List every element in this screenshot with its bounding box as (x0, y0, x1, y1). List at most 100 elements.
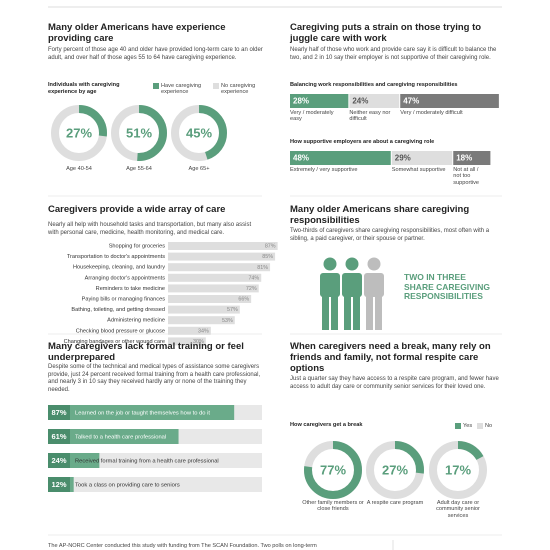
legend-label: No caregiving experience (221, 82, 256, 95)
stacked-segment (400, 94, 499, 108)
bar-value: 72% (246, 286, 257, 292)
bar-label: Administering medicine (107, 318, 165, 324)
bar (168, 295, 252, 303)
bar-label: Transportation to doctor's appointments (67, 254, 165, 260)
bar-value: 53% (222, 318, 233, 324)
bar-value: 34% (198, 328, 209, 334)
segment-label: Extremely / very supportive (290, 167, 358, 173)
bar (168, 305, 240, 314)
bar-value: 66% (238, 297, 249, 303)
bar-value: 24% (51, 456, 66, 465)
segment-label: Neither easy nor difficult (349, 110, 391, 123)
bar-label: Took a class on providing care to senior… (75, 483, 180, 489)
bar-label: Paying bills or managing finances (82, 296, 166, 302)
stacked-segment (349, 94, 400, 108)
stacked-segment (391, 151, 453, 165)
value-box (48, 453, 70, 468)
segment-value: 48% (293, 154, 309, 163)
chart-title: How supportive employers are about a car… (290, 139, 435, 145)
bar (168, 273, 262, 282)
section-text: Two-thirds of caregivers share caregivin… (290, 228, 490, 242)
bar-label: Reminders to take medicine (96, 286, 165, 292)
stacked-segment (290, 151, 391, 165)
legend-label: Have caregiving experience (161, 82, 202, 95)
legend-swatch (455, 423, 461, 429)
section-text: Nearly half of those who work and provid… (290, 47, 497, 61)
donut-label: Age 65+ (188, 166, 210, 172)
section-text: Despite some of the technical and medica… (48, 364, 261, 393)
segment-value: 29% (395, 154, 411, 163)
bar-value: 12% (51, 480, 66, 489)
segment-label: Somewhat supportive (391, 167, 446, 173)
donut-label: Other family members or close friends (302, 500, 364, 513)
person-icon (342, 257, 362, 330)
bar-value: 30% (193, 339, 204, 345)
donut-arc (111, 105, 167, 161)
legend-swatch (213, 83, 219, 89)
bar-track (48, 477, 262, 492)
legend-label: Yes (463, 422, 473, 429)
donut-value: 51% (126, 125, 152, 140)
section-title: When caregivers need a break, many rely … (290, 341, 491, 374)
stacked-segment (453, 151, 491, 165)
donut-arc (51, 105, 107, 161)
value-box (48, 477, 70, 492)
segment-value: 47% (403, 97, 419, 106)
section-title: Many older Americans share caregiving re… (290, 204, 470, 226)
bar-value: 85% (262, 254, 273, 260)
segment-value: 18% (456, 154, 472, 163)
bar-label: Bathing, toileting, and getting dressed (71, 307, 165, 313)
section-title: Caregivers provide a wide array of care (48, 204, 226, 215)
bar (48, 405, 235, 420)
chart-title: Individuals with caregiving experience b… (48, 82, 120, 95)
bar-label: Shopping for groceries (109, 243, 165, 249)
bar (168, 337, 206, 346)
bar-label: Changing bandages or other wound care (64, 339, 165, 345)
segment-label: Not at all / not too supportive (453, 167, 480, 186)
bar-value: 74% (248, 275, 259, 281)
callout: TWO IN THREE SHARE CAREGIVING RESPONSIBI… (404, 272, 490, 301)
bar (168, 242, 278, 250)
bar (168, 326, 211, 335)
section-text: Forty percent of those age 40 and older … (48, 47, 263, 61)
donut-arc (429, 441, 487, 499)
stacked-segment (290, 94, 349, 108)
section-title: Caregiving puts a strain on those trying… (290, 22, 482, 44)
segment-label: Very / moderately difficult (400, 110, 463, 116)
bar-value: 81% (257, 265, 268, 271)
bar (168, 316, 235, 325)
donut-label: A respite care program (366, 500, 424, 506)
section-title: Many older Americans have experience pro… (48, 22, 226, 44)
legend-swatch (477, 423, 483, 429)
person-icon (320, 257, 340, 330)
segment-value: 24% (352, 97, 368, 106)
bar-label: Checking blood pressure or glucose (76, 328, 165, 334)
bar (48, 429, 179, 444)
segment-label: Very / moderately easy (290, 110, 334, 123)
donut-label: Age 40-54 (66, 166, 92, 172)
donut-value: 77% (320, 462, 346, 477)
donut-value: 27% (382, 462, 408, 477)
bar-label: Talked to a health care professional (75, 435, 166, 441)
donut-arc (304, 441, 362, 499)
bar-label: Learned on the job or taught themselves … (75, 411, 210, 417)
person-icon (364, 257, 384, 330)
chart-title: Balancing work responsibilities and care… (290, 82, 458, 88)
bar-value: 87% (265, 244, 276, 250)
footnote: The AP-NORC Center conducted this study … (48, 543, 317, 549)
section-text: Nearly all help with household tasks and… (48, 222, 252, 236)
chart-title: How caregivers get a break (290, 422, 363, 428)
section-text: Just a quarter say they have access to a… (290, 376, 499, 390)
legend-swatch (153, 83, 159, 89)
segment-value: 28% (293, 97, 309, 106)
donut-value: 45% (186, 125, 212, 140)
value-box (48, 429, 70, 444)
donut-arc (171, 105, 227, 161)
legend-label: No (485, 422, 493, 429)
bar-track (48, 453, 262, 468)
people-icons (320, 257, 384, 330)
bar-label: Received formal training from a health c… (75, 459, 219, 465)
bar (168, 252, 276, 261)
